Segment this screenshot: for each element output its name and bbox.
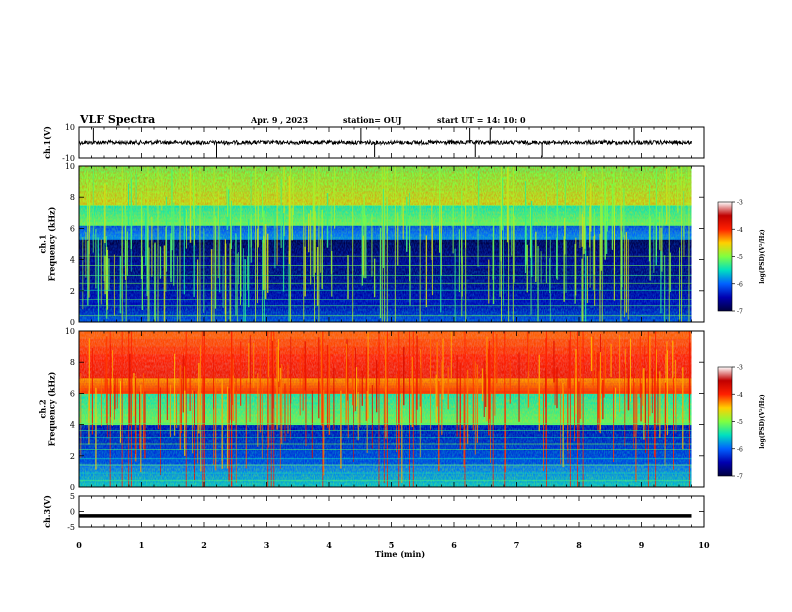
ch1-voltage-panel: 10 -10 ch.1(V) — [42, 123, 705, 163]
x-tick-label: 1 — [139, 540, 145, 550]
y-tick-label: 6 — [70, 224, 75, 233]
y-tick-label: 10 — [65, 123, 75, 132]
colorbar-label: log(PSD)(V²/Hz) — [759, 394, 766, 449]
colorbar-label: log(PSD)(V²/Hz) — [759, 229, 766, 284]
start-time-label: start UT = 14: 10: 0 — [437, 115, 526, 125]
y-axis-title: ch.3(V) — [42, 495, 52, 528]
x-tick-label: 4 — [326, 540, 332, 550]
y-tick-label: 4 — [70, 256, 75, 265]
y-axis-title: ch.2 — [38, 399, 48, 418]
y-tick-label: 5 — [70, 492, 75, 501]
x-tick-label: 7 — [514, 540, 520, 550]
colorbar-tick-label: -5 — [737, 419, 743, 426]
y-tick-label: 8 — [70, 358, 75, 367]
y-tick-label: 6 — [70, 389, 75, 398]
x-tick-label: 9 — [639, 540, 645, 550]
x-tick-label: 5 — [389, 540, 395, 550]
colorbar-tick-label: -7 — [737, 309, 743, 316]
x-tick-label: 0 — [76, 540, 82, 550]
colorbar-gradient — [717, 201, 733, 312]
x-tick-label: 3 — [264, 540, 270, 550]
colorbar-gradient — [717, 366, 733, 477]
spectrogram-image — [79, 331, 704, 488]
ch1-voltage-trace — [78, 138, 692, 147]
y-tick-label: 8 — [70, 193, 75, 202]
no-data-region — [691, 166, 704, 322]
y-axis-title: ch.1(V) — [42, 126, 52, 159]
colorbar-tick-label: -6 — [737, 281, 743, 288]
y-tick-label: -10 — [62, 154, 75, 163]
no-data-region — [691, 331, 704, 487]
y-axis-title: Frequency (kHz) — [47, 371, 57, 446]
ch2-spectrogram-panel: 0 2 4 6 8 10 ch.2 Frequency (kHz) — [38, 327, 705, 492]
y-tick-label: 10 — [65, 162, 75, 171]
speckle-band — [79, 225, 692, 240]
figure-title: VLF Spectra — [79, 113, 155, 126]
x-tick-label: 2 — [201, 540, 207, 550]
colorbar-tick-label: -4 — [737, 392, 743, 399]
station-label: station= OUJ — [343, 115, 402, 125]
x-axis-title: Time (min) — [375, 549, 425, 559]
speckle-band — [79, 205, 692, 226]
speckle-band — [79, 463, 692, 487]
date-label: Apr. 9 , 2023 — [250, 115, 308, 125]
y-axis-title: ch.1 — [38, 234, 48, 253]
y-tick-label: 2 — [70, 287, 75, 296]
ch3-voltage-panel: 5 0 -5 ch.3(V) — [42, 492, 705, 532]
y-axis-title: Frequency (kHz) — [47, 206, 57, 281]
colorbar-ch2: -3 -4 -5 -6 -7 log(PSD)(V²/Hz) — [717, 365, 766, 481]
colorbar-tick-label: -7 — [737, 474, 743, 481]
y-tick-label: -5 — [67, 523, 75, 532]
y-tick-label: 0 — [70, 508, 75, 517]
x-tick-label: 6 — [451, 540, 457, 550]
y-tick-label: 4 — [70, 421, 75, 430]
y-tick-label: 0 — [70, 483, 75, 492]
colorbar-tick-label: -6 — [737, 446, 743, 453]
colorbar-ch1: -3 -4 -5 -6 -7 log(PSD)(V²/Hz) — [717, 200, 766, 316]
y-tick-label: 0 — [70, 318, 75, 327]
colorbar-tick-label: -3 — [737, 200, 743, 207]
time-axis: 0 1 2 3 4 5 6 7 8 9 10 — [76, 540, 710, 550]
x-tick-label: 8 — [576, 540, 582, 550]
y-tick-label: 10 — [65, 327, 75, 336]
y-tick-label: 2 — [70, 452, 75, 461]
colorbar-tick-label: -5 — [737, 254, 743, 261]
colorbar-tick-label: -4 — [737, 227, 743, 234]
spectrum-speckle — [79, 166, 692, 322]
colorbar-tick-label: -3 — [737, 365, 743, 372]
x-tick-label: 10 — [698, 540, 710, 550]
spectrogram-image — [79, 166, 704, 323]
ch1-spectrogram-panel: 0 2 4 6 8 10 ch.1 Frequency (kHz) — [38, 162, 705, 327]
speckle-band — [79, 166, 692, 205]
